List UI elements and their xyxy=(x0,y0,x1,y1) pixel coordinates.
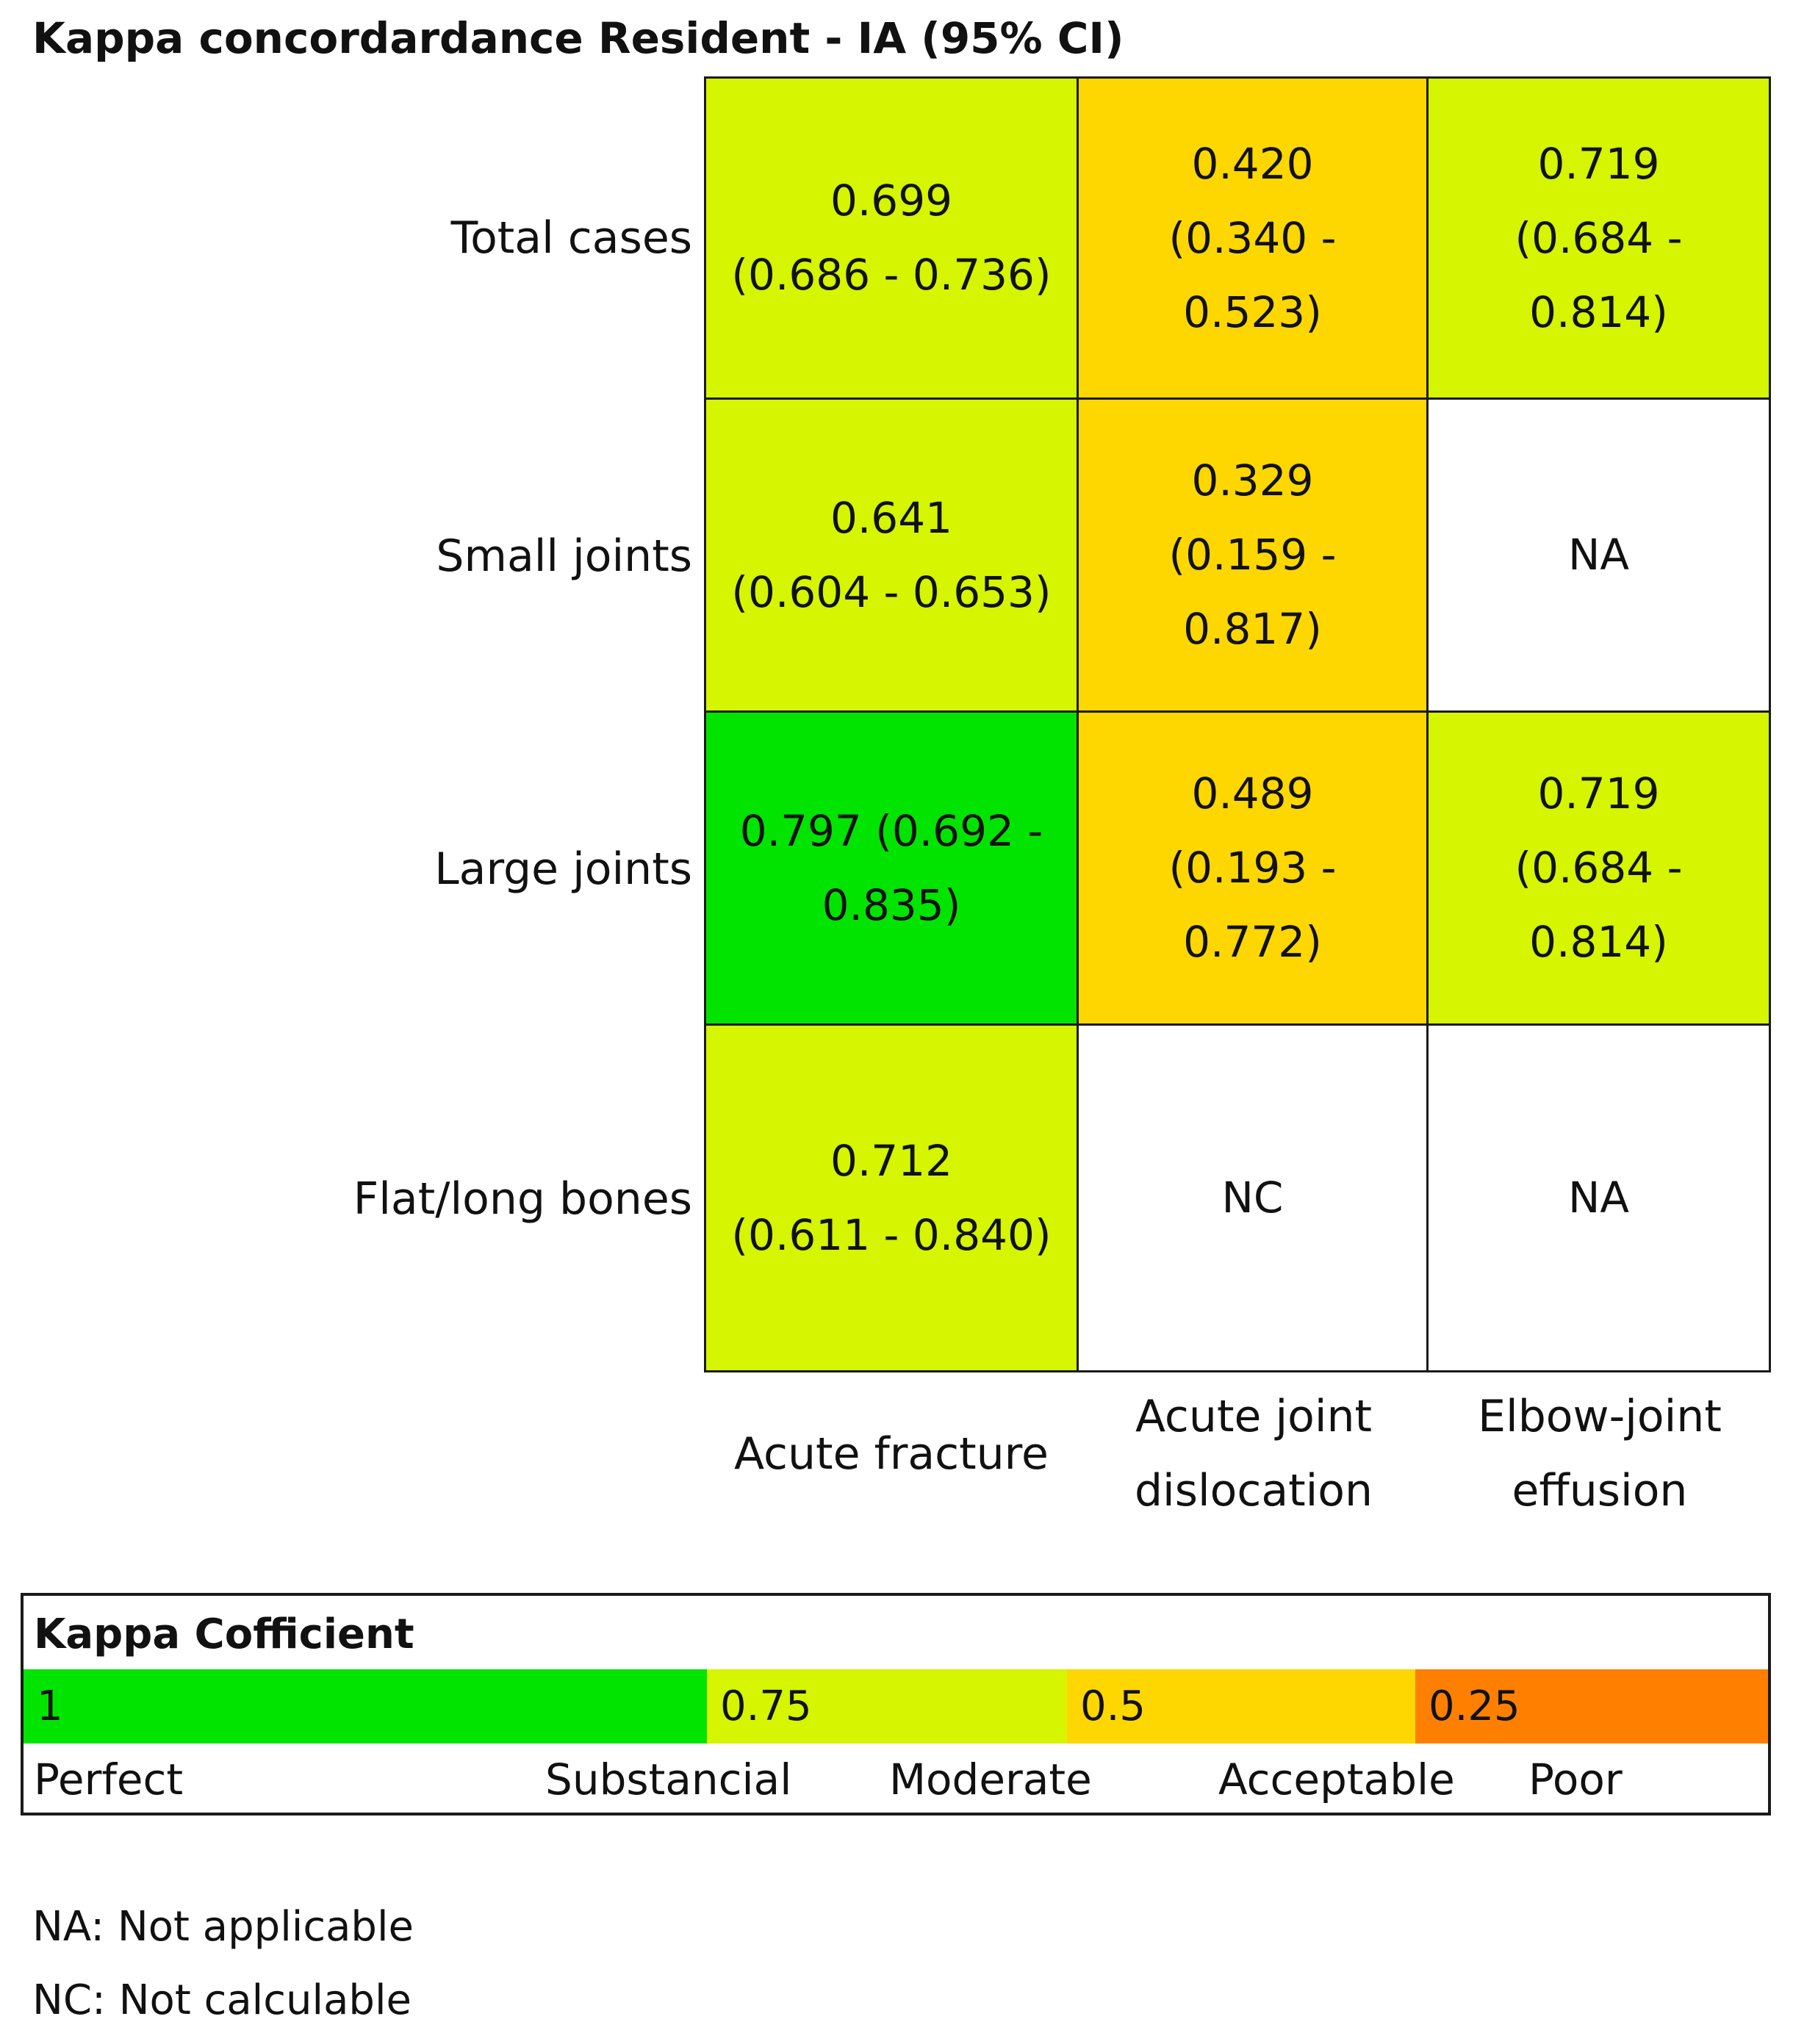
row-label: Large joints xyxy=(434,843,692,895)
legend-label-perfect: Perfect xyxy=(34,1755,184,1804)
heatmap-cell: 0.797 (0.692 - 0.835) xyxy=(704,710,1079,1026)
column-label: Elbow-joint effusion xyxy=(1478,1391,1722,1516)
cell-value: NA xyxy=(1567,530,1630,580)
legend: Kappa Cofficient 1 0.75 0.5 0.25 Perfect… xyxy=(21,1593,1771,1816)
heatmap-cell: NA xyxy=(1426,397,1771,713)
cell-value: 0.797 (0.692 - 0.835) xyxy=(739,805,1043,930)
heatmap-cell: 0.712 (0.611 - 0.840) xyxy=(704,1023,1079,1372)
heatmap-cell: 0.420 (0.340 - 0.523) xyxy=(1077,76,1429,400)
cell-value: 0.420 (0.340 - 0.523) xyxy=(1168,138,1337,337)
cell-value: 0.699 (0.686 - 0.736) xyxy=(731,176,1052,300)
legend-label-moderate: Moderate xyxy=(889,1755,1092,1804)
heatmap-cell: NA xyxy=(1426,1023,1771,1372)
row-label: Total cases xyxy=(450,212,692,264)
legend-label-acceptable: Acceptable xyxy=(1218,1755,1455,1804)
column-label: Acute joint dislocation xyxy=(1134,1391,1373,1516)
heatmap-cell: 0.641 (0.604 - 0.653) xyxy=(704,397,1079,713)
legend-label-substancial: Substancial xyxy=(545,1755,792,1804)
cell-value: 0.329 (0.159 - 0.817) xyxy=(1168,456,1337,654)
heatmap-cell: 0.719 (0.684 - 0.814) xyxy=(1426,710,1771,1026)
cell-value: NC xyxy=(1221,1173,1284,1223)
legend-title: Kappa Cofficient xyxy=(34,1611,414,1658)
heatmap-cell: 0.699 (0.686 - 0.736) xyxy=(704,76,1079,400)
chart-title: Kappa concordardance Resident - IA (95% … xyxy=(32,13,1124,63)
column-label: Acute fracture xyxy=(734,1428,1049,1480)
cell-value: 0.641 (0.604 - 0.653) xyxy=(731,492,1052,617)
cell-value: 0.489 (0.193 - 0.772) xyxy=(1168,769,1337,967)
legend-band-05: 0.5 xyxy=(1067,1669,1415,1743)
footnote-nc: NC: Not calculable xyxy=(32,1976,412,2024)
legend-band-025: 0.25 xyxy=(1415,1669,1768,1743)
legend-band-1: 1 xyxy=(24,1669,707,1743)
legend-label-poor: Poor xyxy=(1528,1755,1623,1804)
row-label: Small joints xyxy=(436,530,692,582)
cell-value: NA xyxy=(1567,1173,1630,1223)
heatmap-cell: 0.719 (0.684 - 0.814) xyxy=(1426,76,1771,400)
cell-value: 0.719 (0.684 - 0.814) xyxy=(1514,138,1683,337)
cell-value: 0.719 (0.684 - 0.814) xyxy=(1514,769,1683,967)
heatmap-cell: NC xyxy=(1077,1023,1429,1372)
row-label: Flat/long bones xyxy=(353,1173,692,1225)
heatmap-cell: 0.489 (0.193 - 0.772) xyxy=(1077,710,1429,1026)
cell-value: 0.712 (0.611 - 0.840) xyxy=(731,1135,1052,1260)
heatmap-cell: 0.329 (0.159 - 0.817) xyxy=(1077,397,1429,713)
footnote-na: NA: Not applicable xyxy=(32,1903,414,1951)
legend-band-075: 0.75 xyxy=(707,1669,1067,1743)
